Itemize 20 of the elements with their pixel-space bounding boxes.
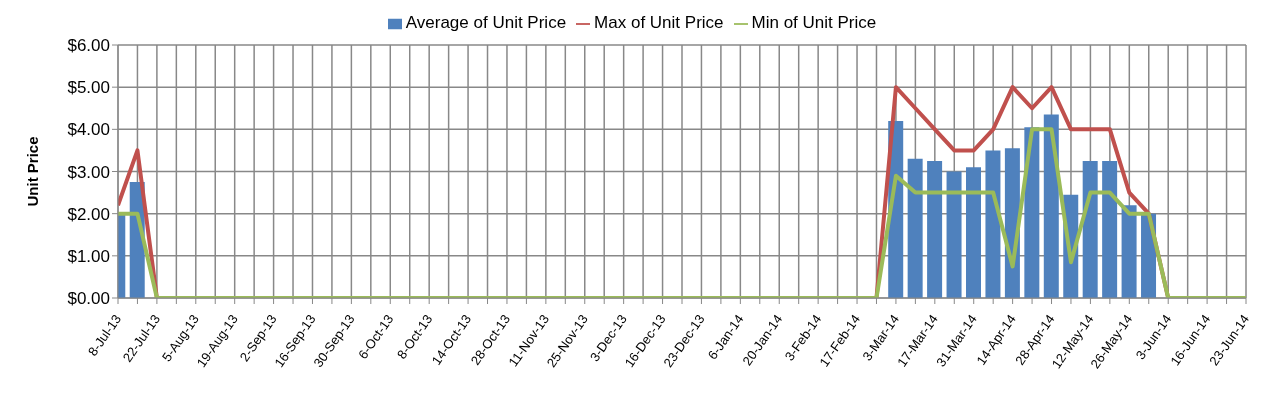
y-tick-label: $4.00 (67, 120, 110, 140)
bar (966, 167, 981, 298)
y-axis-title: Unit Price (24, 136, 42, 207)
bar (985, 150, 1001, 298)
bar (1082, 160, 1098, 298)
y-tick-label: $2.00 (67, 204, 110, 224)
bar (927, 160, 943, 298)
y-tick-label: $6.00 (67, 36, 110, 56)
y-tick-label: $1.00 (67, 246, 110, 266)
legend-label: Average of Unit Price (405, 13, 567, 32)
legend-label: Min of Unit Price (751, 13, 877, 32)
bar (907, 158, 923, 298)
bar (946, 171, 962, 298)
bar (1121, 205, 1137, 298)
legend-label: Max of Unit Price (594, 13, 724, 32)
y-tick-label: $5.00 (67, 78, 110, 98)
y-tick-label: $0.00 (67, 289, 110, 309)
y-tick-label: $3.00 (67, 162, 110, 182)
bar (1102, 160, 1118, 298)
bar (1043, 114, 1059, 298)
